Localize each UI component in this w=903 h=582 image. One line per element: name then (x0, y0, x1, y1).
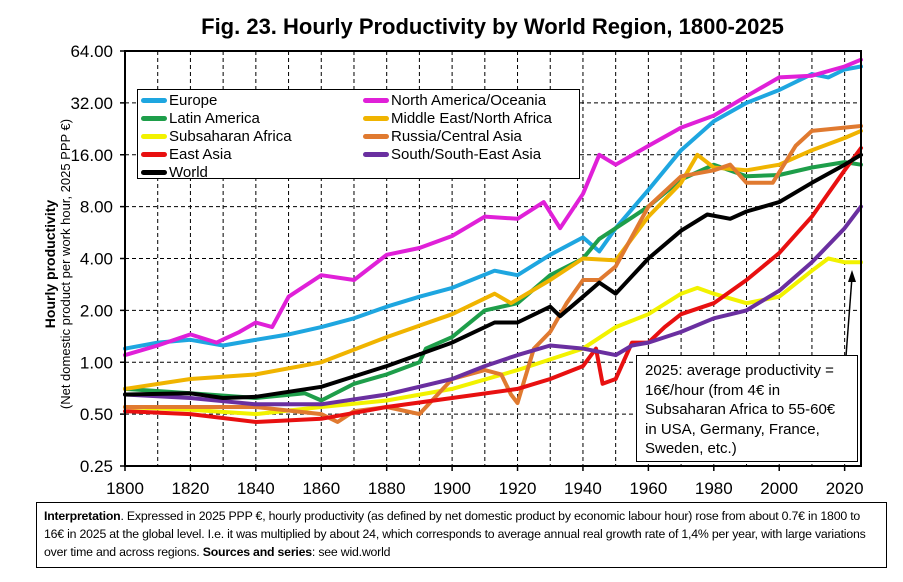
x-tick-label: 1820 (172, 479, 210, 498)
y-tick-label: 16.00 (70, 146, 113, 165)
chart-title: Fig. 23. Hourly Productivity by World Re… (201, 14, 784, 39)
legend-item: North America/Oceania (363, 91, 546, 109)
interpretation-box: Interpretation. Expressed in 2025 PPP €,… (36, 502, 887, 568)
sources-label: Sources and series (202, 545, 312, 559)
x-tick-label: 1880 (368, 479, 406, 498)
legend-label: Subsaharan Africa (169, 127, 292, 145)
x-tick-label: 2000 (760, 479, 798, 498)
series-line-middle-east-north-africa (123, 128, 863, 391)
legend-swatch (141, 115, 167, 121)
annotation-arrowhead (848, 270, 856, 282)
x-tick-label: 1920 (499, 479, 537, 498)
x-tick-label: 1980 (695, 479, 733, 498)
legend-label: Russia/Central Asia (391, 127, 522, 145)
interpretation-label: Interpretation (44, 509, 121, 523)
series-line-subsaharan-africa (123, 256, 863, 417)
y-tick-label: 2.00 (80, 301, 113, 320)
legend-swatch (141, 133, 167, 139)
x-tick-label: 1860 (302, 479, 340, 498)
legend: Europe North America/Oceania Latin America… (137, 89, 580, 181)
legend-label: Middle East/North Africa (391, 109, 552, 127)
y-tick-label: 64.00 (70, 42, 113, 61)
annotation-box: 2025: average productivity = 16€/hour (f… (636, 355, 858, 462)
legend-item: East Asia (141, 145, 232, 163)
sources-text: : see wid.world (311, 545, 391, 559)
legend-swatch (141, 151, 167, 157)
series-line-north-america-oceania (123, 57, 863, 358)
legend-swatch (363, 133, 389, 139)
legend-item: Russia/Central Asia (363, 127, 522, 145)
legend-item: World (141, 163, 208, 181)
x-tick-label: 1840 (237, 479, 275, 498)
legend-item: Europe (141, 91, 217, 109)
legend-label: Europe (169, 91, 218, 109)
x-tick-label: 1800 (106, 479, 144, 498)
x-tick-label: 2020 (826, 479, 864, 498)
legend-label: Latin America (169, 109, 260, 127)
y-tick-label: 0.25 (80, 457, 113, 476)
y-tick-label: 32.00 (70, 94, 113, 113)
x-tick-label: 1960 (629, 479, 667, 498)
legend-item: Subsaharan Africa (141, 127, 292, 145)
series-line-world (123, 152, 863, 400)
legend-swatch (363, 151, 389, 157)
legend-swatch (141, 169, 167, 175)
series-line-europe (123, 64, 863, 351)
interpretation-text: . Expressed in 2025 PPP €, hourly produc… (44, 509, 866, 559)
legend-label: North America/Oceania (391, 91, 547, 109)
series-line-east-asia (123, 146, 863, 424)
legend-label: World (169, 163, 208, 181)
legend-item: South/South-East Asia (363, 145, 541, 163)
series-line-south-south-east-asia (123, 204, 863, 407)
legend-swatch (141, 97, 167, 103)
y-tick-label: 1.00 (80, 353, 113, 372)
legend-label: East Asia (169, 145, 232, 163)
y-tick-label: 0.50 (80, 405, 113, 424)
x-tick-label: 1940 (564, 479, 602, 498)
legend-label: South/South-East Asia (391, 145, 542, 163)
y-tick-label: 8.00 (80, 198, 113, 217)
annotation-arrow (845, 276, 853, 357)
x-tick-label: 1900 (433, 479, 471, 498)
plot-frame (124, 50, 862, 467)
legend-swatch (363, 115, 389, 121)
y-tick-label: 4.00 (80, 250, 113, 269)
legend-item: Latin America (141, 109, 260, 127)
legend-swatch (363, 97, 389, 103)
legend-item: Middle East/North Africa (363, 109, 552, 127)
